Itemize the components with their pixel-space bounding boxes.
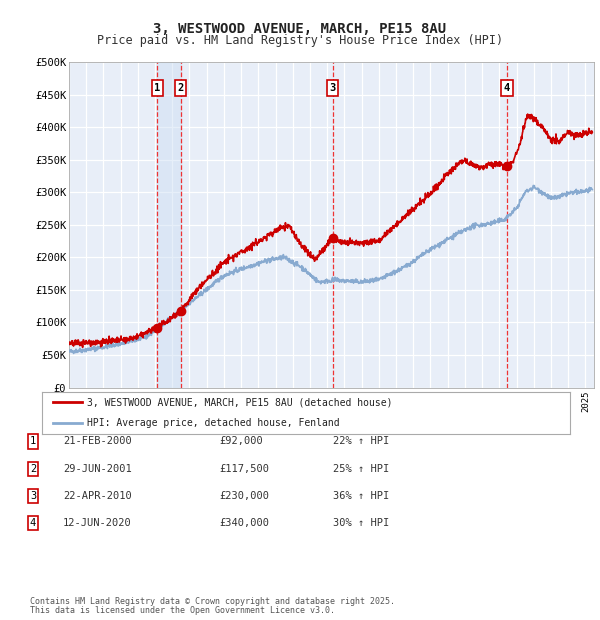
Text: 3, WESTWOOD AVENUE, MARCH, PE15 8AU: 3, WESTWOOD AVENUE, MARCH, PE15 8AU [154,22,446,36]
Text: Contains HM Land Registry data © Crown copyright and database right 2025.: Contains HM Land Registry data © Crown c… [30,597,395,606]
Text: 22% ↑ HPI: 22% ↑ HPI [333,436,389,446]
Text: £230,000: £230,000 [219,491,269,501]
Text: £117,500: £117,500 [219,464,269,474]
Text: 2: 2 [178,83,184,93]
Text: 12-JUN-2020: 12-JUN-2020 [63,518,132,528]
Text: 3: 3 [30,491,36,501]
Text: HPI: Average price, detached house, Fenland: HPI: Average price, detached house, Fenl… [87,418,340,428]
Text: This data is licensed under the Open Government Licence v3.0.: This data is licensed under the Open Gov… [30,606,335,615]
Text: 30% ↑ HPI: 30% ↑ HPI [333,518,389,528]
Text: 1: 1 [30,436,36,446]
Text: 29-JUN-2001: 29-JUN-2001 [63,464,132,474]
Text: 21-FEB-2000: 21-FEB-2000 [63,436,132,446]
Text: £92,000: £92,000 [219,436,263,446]
Text: 3: 3 [329,83,335,93]
Text: 2: 2 [30,464,36,474]
Bar [157,62,181,388]
Text: 1: 1 [154,83,160,93]
Text: 4: 4 [504,83,510,93]
Text: 25% ↑ HPI: 25% ↑ HPI [333,464,389,474]
Text: 4: 4 [30,518,36,528]
Text: 36% ↑ HPI: 36% ↑ HPI [333,491,389,501]
Text: 22-APR-2010: 22-APR-2010 [63,491,132,501]
Text: 3, WESTWOOD AVENUE, MARCH, PE15 8AU (detached house): 3, WESTWOOD AVENUE, MARCH, PE15 8AU (det… [87,397,392,407]
Text: £340,000: £340,000 [219,518,269,528]
Text: Price paid vs. HM Land Registry's House Price Index (HPI): Price paid vs. HM Land Registry's House … [97,35,503,47]
